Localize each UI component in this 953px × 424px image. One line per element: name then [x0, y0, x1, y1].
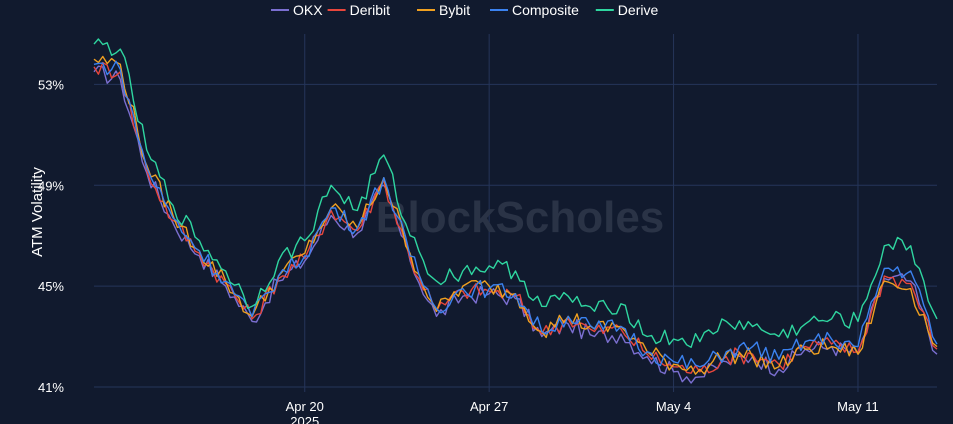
y-tick-label: 41%: [38, 380, 64, 395]
grid-lines: [94, 34, 937, 392]
y-axis-ticks: 41% 45% 49% 53%: [38, 77, 64, 395]
legend-label: Composite: [512, 2, 579, 18]
x-tick-year-label: 2025: [290, 414, 319, 424]
x-tick-label: May 4: [656, 399, 691, 414]
series-line-derive: [93, 38, 938, 348]
y-axis-label: ATM Volatility: [29, 167, 46, 257]
watermark: BlockScholes: [376, 193, 665, 242]
y-tick-label: 53%: [38, 77, 64, 92]
x-tick-label: May 11: [837, 399, 879, 414]
series-line-composite: [93, 60, 938, 369]
legend-label: Derive: [618, 2, 659, 18]
series-layer: [93, 38, 938, 384]
legend-label: Deribit: [350, 2, 391, 18]
legend: OKX Deribit Bybit Composite Derive: [271, 2, 658, 18]
x-tick-label: Apr 27: [470, 399, 508, 414]
series-line-okx: [93, 65, 938, 384]
legend-label: Bybit: [439, 2, 470, 18]
y-tick-label: 45%: [38, 279, 64, 294]
x-tick-label: Apr 20: [286, 399, 324, 414]
legend-label: OKX: [293, 2, 323, 18]
y-tick-label: 49%: [38, 178, 64, 193]
